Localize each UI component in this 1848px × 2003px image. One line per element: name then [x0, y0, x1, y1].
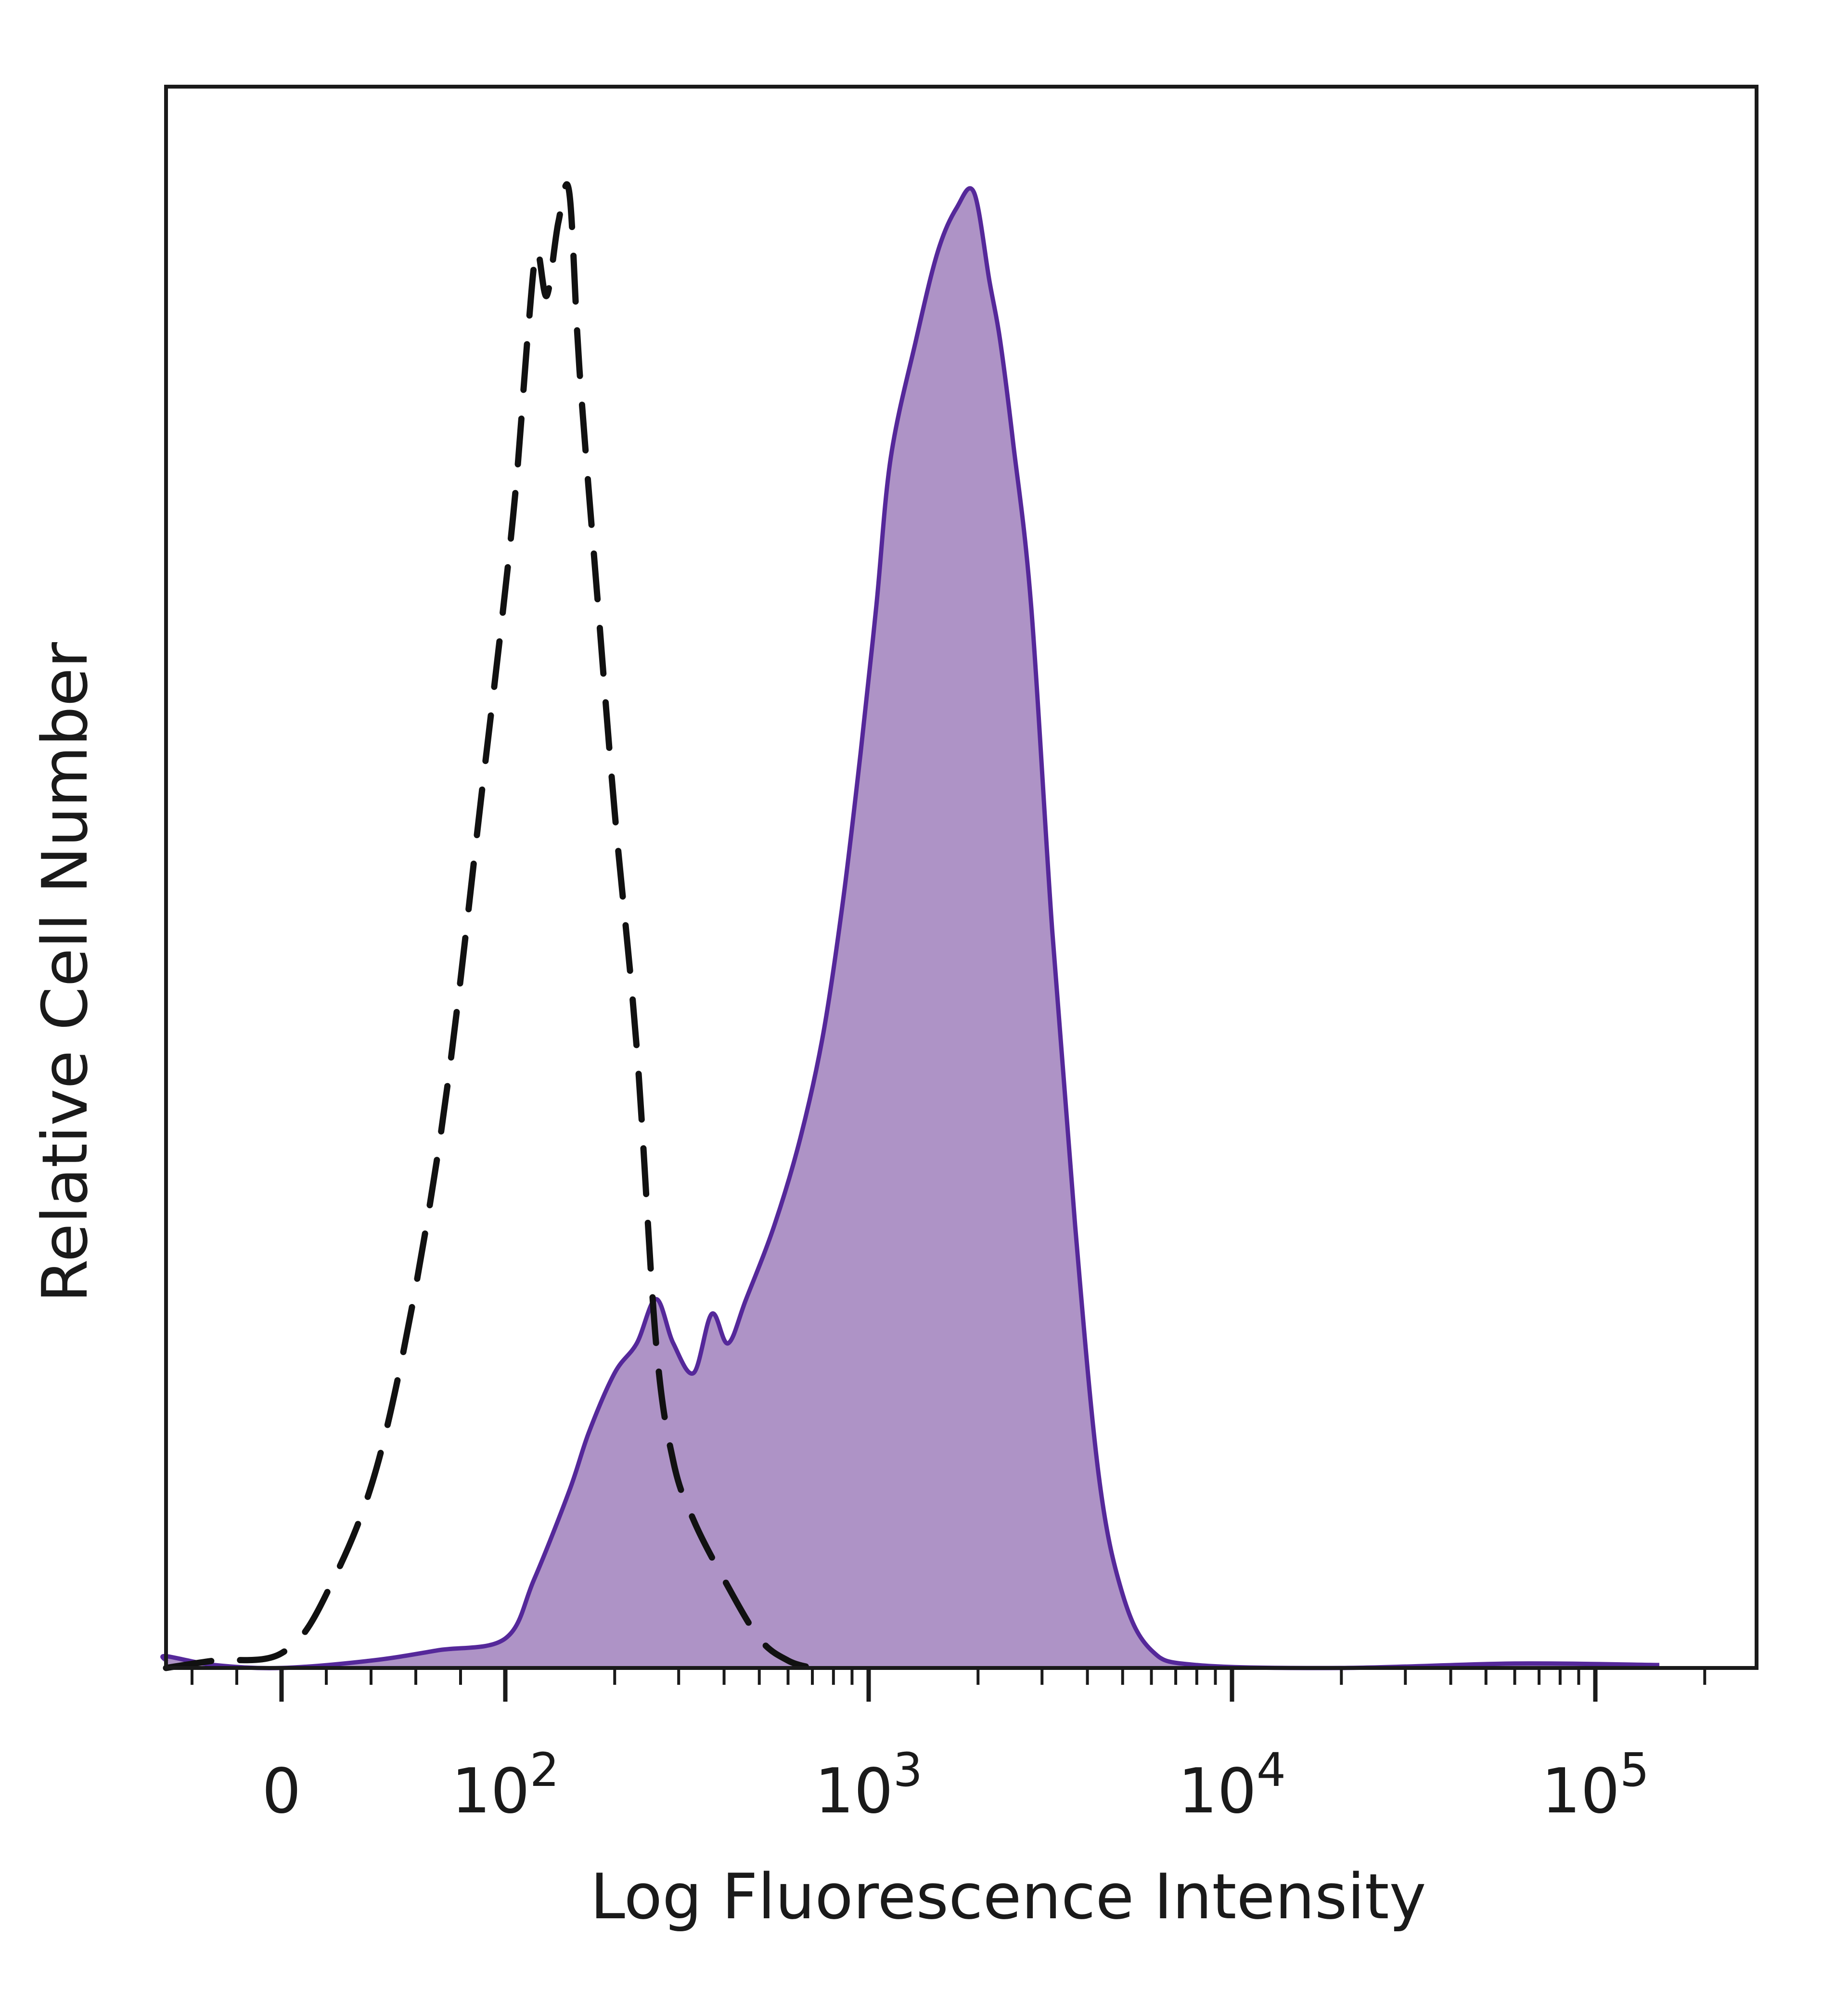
y-axis-title: Relative Cell Number [28, 642, 102, 1303]
x-tick-label: 105 [1541, 1743, 1649, 1827]
x-tick-label: 104 [1178, 1743, 1286, 1827]
plot-frame [164, 85, 1758, 1670]
stained-histogram-line [160, 186, 1659, 1670]
x-axis-ticks [191, 1668, 1707, 1702]
x-tick-label: 102 [451, 1743, 559, 1827]
x-tick-label: 103 [815, 1743, 923, 1827]
plot-layer [160, 181, 1659, 1671]
x-axis-title: Log Fluorescence Intensity [590, 1860, 1426, 1933]
stained-histogram-fill [162, 188, 1659, 1668]
x-tick-label: 0 [262, 1756, 301, 1827]
x-axis-tick-labels: 0 102 103 104 105 [262, 1743, 1649, 1827]
control-histogram-dashed-line [163, 181, 816, 1671]
